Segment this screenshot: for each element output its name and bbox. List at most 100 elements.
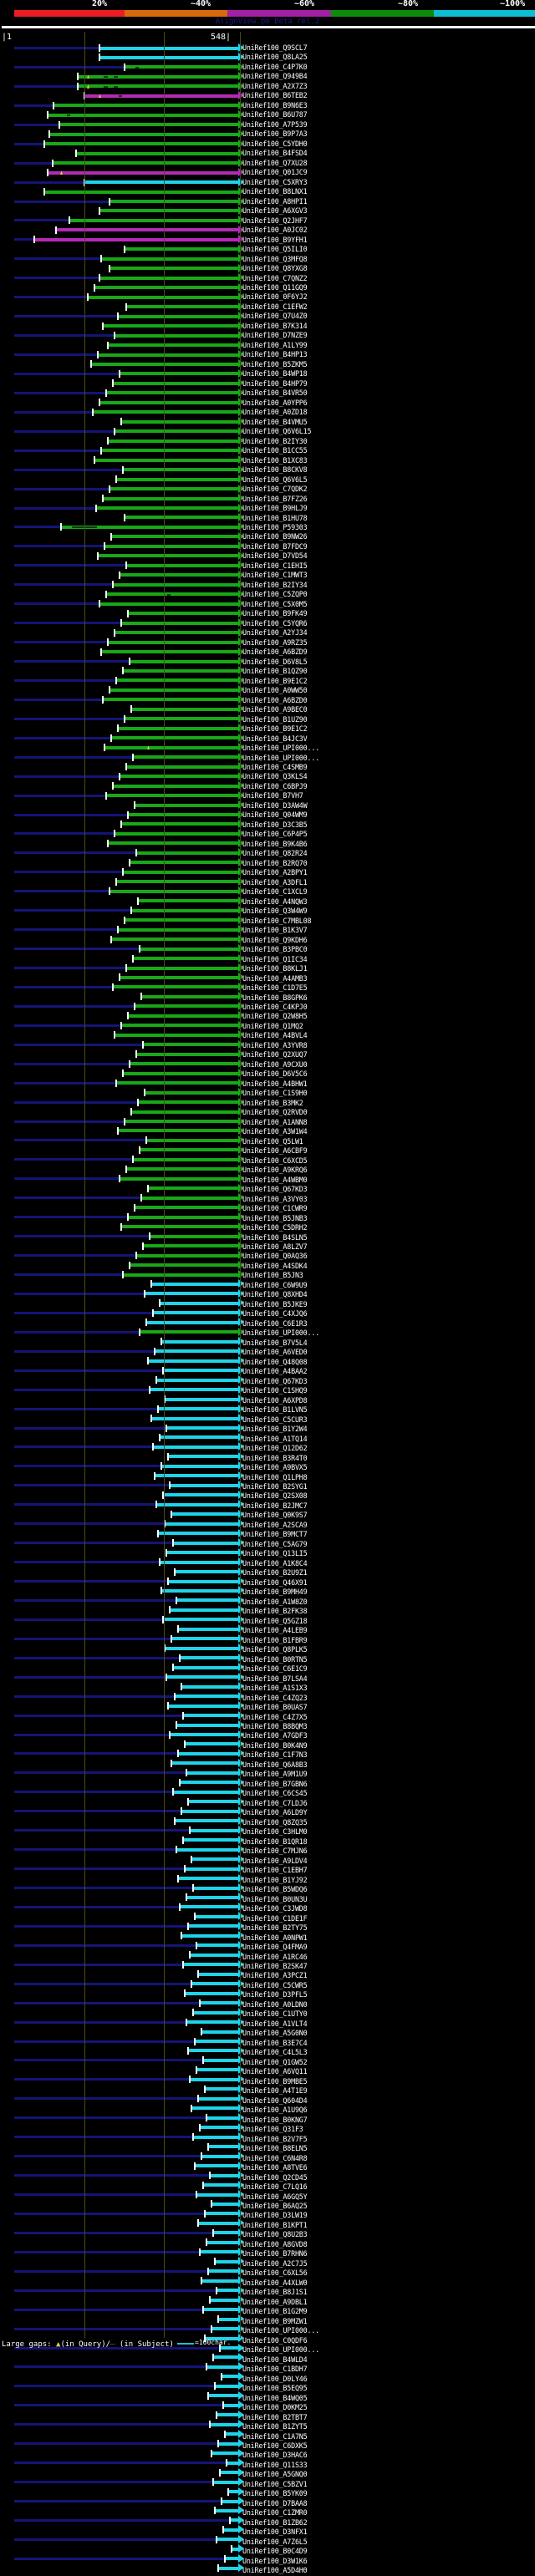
hsp-segment[interactable] bbox=[184, 1991, 239, 1995]
alignment-row[interactable] bbox=[0, 1663, 535, 1672]
hit-label[interactable]: UniRef100_A4NQW3 bbox=[242, 897, 308, 906]
alignment-row[interactable] bbox=[0, 2199, 535, 2208]
hit-label[interactable]: UniRef100_C1CWR9 bbox=[242, 1204, 308, 1213]
alignment-row[interactable] bbox=[0, 647, 535, 657]
hit-label[interactable]: UniRef100_Q12D62 bbox=[242, 1444, 308, 1453]
alignment-row[interactable] bbox=[0, 1749, 535, 1758]
hsp-segment[interactable] bbox=[127, 1014, 239, 1018]
hsp-segment[interactable] bbox=[94, 458, 239, 462]
hsp-segment[interactable] bbox=[214, 2259, 239, 2264]
hsp-segment[interactable] bbox=[117, 314, 239, 318]
hit-label[interactable]: UniRef100_Q8XHD4 bbox=[242, 1290, 308, 1299]
hsp-segment[interactable] bbox=[130, 707, 239, 711]
alignment-row[interactable] bbox=[0, 2266, 535, 2276]
hsp-segment[interactable] bbox=[100, 257, 239, 261]
hsp-segment[interactable] bbox=[227, 2490, 239, 2494]
hit-label[interactable]: UniRef100_B2FK38 bbox=[242, 1607, 308, 1616]
hit-label[interactable]: UniRef100_A0YPP6 bbox=[242, 398, 308, 407]
alignment-row[interactable] bbox=[0, 570, 535, 580]
hsp-segment[interactable] bbox=[199, 2126, 239, 2130]
hit-label[interactable]: UniRef100_Q67KD3 bbox=[242, 1185, 308, 1194]
hit-label[interactable]: UniRef100_D7NZE9 bbox=[242, 331, 308, 340]
hit-label[interactable]: UniRef100_B2SK47 bbox=[242, 1962, 308, 1970]
hsp-segment[interactable] bbox=[202, 2308, 239, 2312]
hsp-segment[interactable] bbox=[171, 1761, 239, 1766]
hsp-segment[interactable] bbox=[160, 1464, 239, 1468]
hit-label[interactable]: UniRef100_C7LQ16 bbox=[242, 2182, 308, 2192]
hit-label[interactable]: UniRef100_A8TVE6 bbox=[242, 2163, 308, 2172]
alignment-row[interactable] bbox=[0, 1644, 535, 1653]
alignment-row[interactable] bbox=[0, 1864, 535, 1873]
hit-label[interactable]: UniRef100_C0QDF6 bbox=[242, 2335, 308, 2345]
alignment-row[interactable] bbox=[0, 589, 535, 599]
hsp-segment[interactable] bbox=[69, 218, 239, 222]
alignment-row[interactable] bbox=[0, 2247, 535, 2257]
alignment-row[interactable] bbox=[0, 1796, 535, 1806]
hit-label[interactable]: UniRef100_B2JMC7 bbox=[242, 1501, 308, 1510]
hsp-segment[interactable] bbox=[166, 1551, 239, 1555]
hit-label[interactable]: UniRef100_A1RC46 bbox=[242, 1952, 308, 1961]
alignment-row[interactable] bbox=[0, 1375, 535, 1385]
alignment-row[interactable] bbox=[0, 494, 535, 503]
hsp-segment[interactable] bbox=[55, 228, 239, 232]
hit-label[interactable]: UniRef100_Q2JHF7 bbox=[242, 216, 308, 225]
hit-label[interactable]: UniRef100_Q1GW52 bbox=[242, 2057, 308, 2066]
hsp-segment[interactable] bbox=[97, 554, 239, 558]
alignment-row[interactable] bbox=[0, 1164, 535, 1174]
hsp-segment[interactable] bbox=[179, 1781, 239, 1785]
hit-label[interactable]: UniRef100_B7GBN6 bbox=[242, 1779, 308, 1788]
hsp-segment[interactable] bbox=[43, 142, 239, 146]
hsp-segment[interactable] bbox=[115, 678, 239, 683]
alignment-row[interactable] bbox=[0, 1557, 535, 1567]
hit-label[interactable]: UniRef100_B1Y2W4 bbox=[242, 1425, 308, 1434]
alignment-row[interactable] bbox=[0, 1950, 535, 1959]
hsp-segment[interactable] bbox=[47, 170, 239, 175]
hsp-segment[interactable] bbox=[167, 1704, 239, 1708]
hit-label[interactable]: UniRef100_B7K314 bbox=[242, 321, 308, 330]
hit-label[interactable]: UniRef100_A4WBM0 bbox=[242, 1175, 308, 1184]
alignment-row[interactable] bbox=[0, 1279, 535, 1288]
hit-label[interactable]: UniRef100_C4P7K0 bbox=[242, 62, 308, 71]
alignment-row[interactable] bbox=[0, 580, 535, 589]
alignment-row[interactable] bbox=[0, 2094, 535, 2103]
hsp-segment[interactable] bbox=[124, 1120, 239, 1123]
hsp-segment[interactable] bbox=[124, 918, 239, 922]
hsp-segment[interactable] bbox=[172, 1790, 239, 1794]
alignment-row[interactable] bbox=[0, 484, 535, 494]
alignment-row[interactable] bbox=[0, 599, 535, 608]
hit-label[interactable]: UniRef100_A1S1X3 bbox=[242, 1684, 308, 1693]
alignment-row[interactable] bbox=[0, 541, 535, 551]
hsp-segment[interactable] bbox=[214, 2508, 239, 2512]
alignment-row[interactable] bbox=[0, 1806, 535, 1816]
hsp-segment[interactable] bbox=[119, 775, 239, 779]
hsp-segment[interactable] bbox=[125, 1167, 239, 1171]
alignment-row[interactable] bbox=[0, 781, 535, 790]
alignment-row[interactable] bbox=[0, 857, 535, 867]
hit-label[interactable]: UniRef100_B1FBR9 bbox=[242, 1635, 308, 1644]
hsp-segment[interactable] bbox=[107, 439, 239, 443]
hsp-segment[interactable] bbox=[100, 650, 239, 654]
hsp-segment[interactable] bbox=[75, 151, 239, 155]
hsp-segment[interactable] bbox=[84, 94, 239, 98]
alignment-row[interactable] bbox=[0, 503, 535, 513]
hsp-segment[interactable] bbox=[134, 1206, 239, 1210]
alignment-row[interactable] bbox=[0, 1835, 535, 1845]
alignment-row[interactable] bbox=[0, 1212, 535, 1222]
alignment-row[interactable] bbox=[0, 2142, 535, 2152]
alignment-row[interactable] bbox=[0, 1998, 535, 2008]
hsp-segment[interactable] bbox=[152, 1311, 239, 1315]
hsp-segment[interactable] bbox=[129, 659, 239, 663]
hit-label[interactable]: UniRef100_A4BAA2 bbox=[242, 1367, 308, 1376]
hsp-segment[interactable] bbox=[110, 937, 239, 942]
hsp-segment[interactable] bbox=[216, 2413, 239, 2417]
hsp-segment[interactable] bbox=[122, 1071, 239, 1075]
hsp-segment[interactable] bbox=[119, 372, 239, 376]
alignment-row[interactable] bbox=[0, 638, 535, 647]
hit-label[interactable]: UniRef100_D7BAA8 bbox=[242, 2498, 308, 2507]
alignment-row[interactable] bbox=[0, 2285, 535, 2295]
alignment-row[interactable] bbox=[0, 158, 535, 168]
hsp-segment[interactable] bbox=[115, 477, 239, 481]
alignment-row[interactable] bbox=[0, 254, 535, 263]
hsp-segment[interactable] bbox=[102, 496, 239, 500]
hsp-segment[interactable] bbox=[197, 1972, 239, 1976]
